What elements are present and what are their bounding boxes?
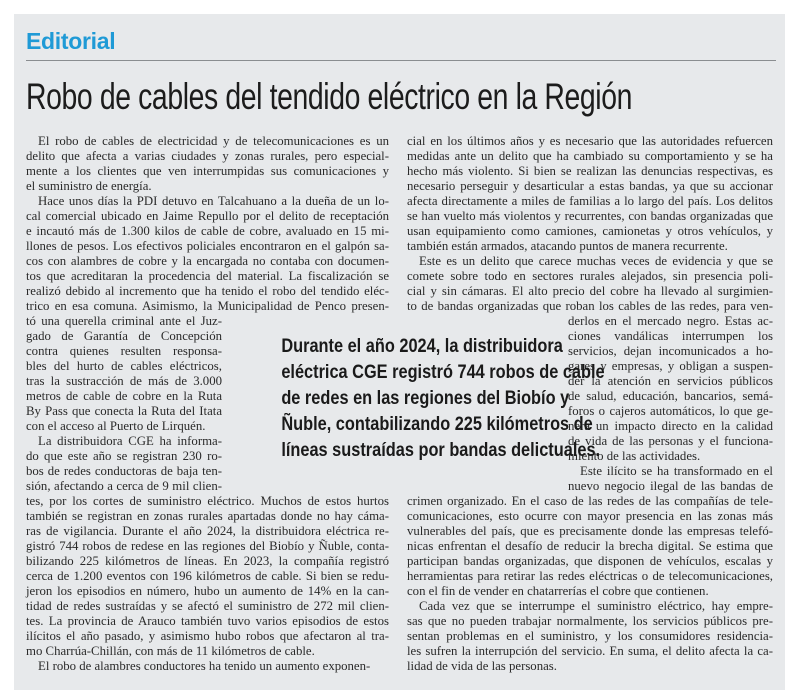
right-column-line: necesario perseguir y desarticular a est…: [407, 178, 773, 193]
pull-quote: Durante el año 2024, la distribuidora el…: [262, 336, 605, 466]
left-column-line: e incautó más de 1.300 kilos de cable de…: [26, 223, 389, 238]
right-column-line: Cada vez que se interrumpe el suministro…: [419, 598, 773, 613]
headline: Robo de cables del tendido eléctrico en …: [26, 76, 633, 117]
left-column-line: ilícitos el año pasado, y asimismo hubo …: [26, 628, 389, 643]
right-column-line: cial y sin cámaras. El alto precio del c…: [407, 283, 773, 298]
right-column-line: sas que no pueden trabajar normalmente, …: [407, 613, 773, 628]
right-column-line: lidad de vida de las personas.: [407, 658, 557, 673]
right-column-line: der la atención en servicios públicos: [568, 373, 773, 388]
left-column-line: llones de pesos. Los efectivos policiale…: [26, 238, 389, 253]
left-column-line: delito que afecta a varias ciudades y zo…: [26, 148, 389, 163]
pull-quote-line: de redes en las regiones del Biobío y: [281, 388, 570, 409]
left-column-line: La distribuidora CGE ha informa-: [38, 433, 222, 448]
left-column-line: realizó debido al incremento que ha teni…: [26, 283, 389, 298]
pull-quote-line: líneas sustraídas por bandas delictuales…: [281, 440, 601, 461]
right-column-line: servicios, dejan incomunicados a ho-: [568, 343, 773, 358]
right-column-line: cial en los últimos años y es necesario …: [407, 133, 773, 148]
pull-quote-line: Durante el año 2024, la distribuidora: [281, 336, 563, 357]
pull-quote-line: Ñuble, contabilizando 225 kilómetros de: [281, 414, 593, 435]
right-column-line: les sufren la interrupción del servicio.…: [407, 643, 773, 658]
left-column-line: tó una querella criminal ante el Juz-: [26, 313, 222, 328]
left-column-line: cal comercial ubicado en Jaime Repullo p…: [26, 208, 389, 223]
right-column-line: comete sobre todo en sectores rurales al…: [407, 268, 773, 283]
left-column-line: bles del hurto de cables eléctricos,: [26, 358, 222, 373]
right-column-line: herramientas para retirar las redes eléc…: [407, 568, 773, 583]
left-column-line: sión, afectando a cerca de 9 mil clien-: [26, 478, 222, 493]
left-column-line: tes. La provincia de Arauco también tuvo…: [26, 613, 389, 628]
right-column-line: to de bandas organizadas que roban los c…: [407, 298, 773, 313]
left-column-line: mo Charrúa-Chillán, con más de 11 kilóme…: [26, 643, 315, 658]
right-column-line: de salud, educación, bancarios, semá-: [568, 388, 773, 403]
right-column-line: miento de las actividades.: [568, 448, 701, 463]
left-column-line: cos con alambres de cobre y la encargada…: [26, 253, 389, 268]
right-column-line: medidas ante un delito que ha cambiado s…: [407, 148, 773, 163]
right-column-line: de vida de las personas y el funciona-: [568, 433, 773, 448]
left-column-line: By Pass que conecta la Ruta del Itata: [26, 403, 222, 418]
right-column-line: se han vuelto más violentos y recurrente…: [407, 208, 773, 223]
right-column-line: participan bandas organizadas, que dispo…: [407, 553, 773, 568]
right-column-line: también están armados, atacando puntos d…: [407, 238, 728, 253]
right-column-line: comunicaciones, esto ocurre con mayor pr…: [407, 508, 773, 523]
right-column-line: crimen organizado. En el caso de las red…: [407, 493, 773, 508]
right-column-line: usan equipamiento como camiones, camione…: [407, 223, 773, 238]
right-column-line: hecho más violento. Si bien se realizan …: [407, 163, 773, 178]
left-column-line: Hace unos días la PDI detuvo en Talcahua…: [38, 193, 389, 208]
left-column-line: ras de vigilancia. Durante el año 2024, …: [26, 523, 389, 538]
right-column-line: con el fin de vender en chatarrerías el …: [407, 583, 709, 598]
left-column-line: tes, por los cortes de suministro eléctr…: [26, 493, 389, 508]
right-column-line: derlos en el mercado negro. Estas ac-: [568, 313, 773, 328]
right-column-line: foros o cajeros automáticos, lo que ge-: [568, 403, 773, 418]
section-divider: [26, 60, 776, 61]
left-column-line: cerca de 1.200 eventos con 196 kilómetro…: [26, 568, 389, 583]
right-column-line: Este ilícito se ha transformado en el: [580, 463, 773, 478]
right-column-line: nera un impacto directo en la calidad: [568, 418, 773, 433]
left-column-line: jeron los episodios en número, hubo un a…: [26, 583, 389, 598]
editorial-panel: [14, 14, 785, 690]
right-column-line: nicas enfrentan el desafío de reducir la…: [407, 538, 773, 553]
left-column-line: metros de cable de cobre en la Ruta: [26, 388, 222, 403]
pull-quote-line: eléctrica CGE registró 744 robos de cabl…: [281, 362, 605, 383]
right-column-line: afecta directamente a miles de familias …: [407, 193, 773, 208]
right-column-line: Este es un delito que carece muchas vece…: [419, 253, 773, 268]
left-column-line: gado de Garantía de Concepción: [26, 328, 222, 343]
left-column-line: el suministro de energía.: [26, 178, 152, 193]
left-column-line: gistró 744 robos de redese en las region…: [26, 538, 389, 553]
left-column-line: trico en esa comuna. Asimismo, la Munici…: [26, 298, 389, 313]
left-column-line: con el acceso al Puerto de Lirquén.: [26, 418, 206, 433]
right-column-line: ciones vandálicas interrumpen los: [568, 328, 773, 343]
left-column-line: bos de redes conductoras de baja ten-: [26, 463, 222, 478]
left-column-line: El robo de alambres conductores ha tenid…: [38, 658, 371, 673]
left-column-line: El robo de cables de electricidad y de t…: [38, 133, 389, 148]
right-column-line: nuevo negocio ilegal de las bandas de: [568, 478, 773, 493]
left-column-line: tras la sustracción de más de 3.000: [26, 373, 222, 388]
section-label: Editorial: [26, 28, 116, 54]
left-column-line: mente a los clientes que ven interrumpid…: [26, 163, 389, 178]
left-column-line: también se registran en zonas rurales ap…: [26, 508, 389, 523]
left-column-line: bilizando 225 kilómetros de líneas. En 2…: [26, 553, 389, 568]
left-column-line: tos que acreditaran la procedencia del m…: [26, 268, 389, 283]
left-column-line: tidad de redes sustraídas y se afectó el…: [26, 598, 389, 613]
right-column-line: sentan problemas en el suministro, y los…: [407, 628, 773, 643]
right-column-line: gares y empresas, y obligan a suspen-: [568, 358, 773, 373]
left-column-line: contra quienes resulten responsa-: [26, 343, 222, 358]
right-column-line: vulnerables del país, que es precisament…: [407, 523, 773, 538]
left-column-line: do que este año se registran 230 ro-: [26, 448, 222, 463]
